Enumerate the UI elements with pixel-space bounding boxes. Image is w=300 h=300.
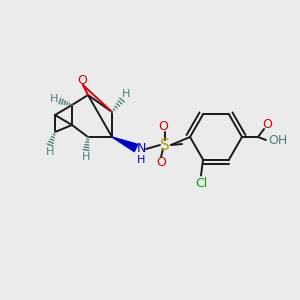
Text: O: O [158, 121, 168, 134]
Text: Cl: Cl [195, 177, 207, 190]
Text: O: O [262, 118, 272, 131]
Text: S: S [160, 137, 170, 152]
Text: H: H [137, 155, 145, 165]
Text: OH: OH [268, 134, 288, 146]
Text: H: H [82, 152, 90, 162]
Text: H: H [50, 94, 58, 104]
Text: O: O [156, 155, 166, 169]
Text: H: H [122, 89, 130, 99]
Text: H: H [46, 147, 54, 157]
Polygon shape [112, 137, 138, 152]
Text: N: N [136, 142, 146, 155]
Text: O: O [77, 74, 87, 86]
